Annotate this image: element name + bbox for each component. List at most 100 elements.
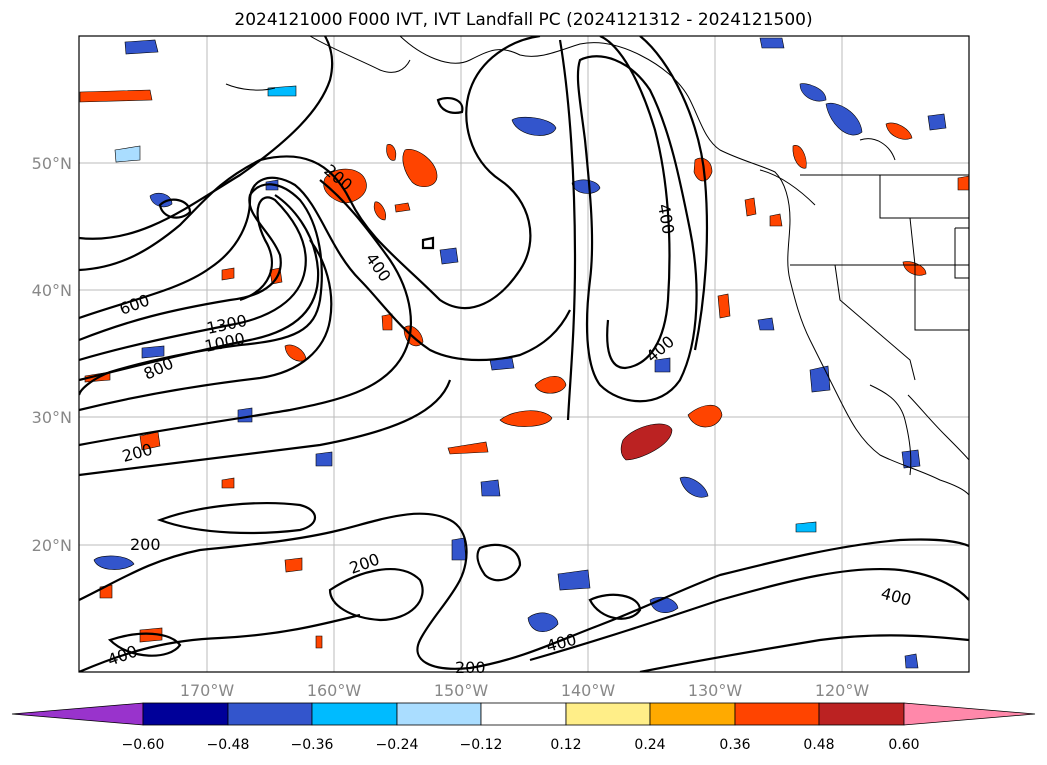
positive-patch	[402, 149, 438, 188]
coastline	[309, 36, 411, 73]
negative-patch	[480, 479, 501, 497]
coastline	[225, 83, 276, 91]
negative-patch	[795, 521, 817, 533]
colorbar-bin	[311, 702, 398, 726]
coastline	[399, 36, 969, 496]
contour-label: 200	[455, 658, 486, 677]
coastline	[869, 384, 912, 476]
state-borders	[790, 174, 969, 381]
coastline	[759, 169, 816, 206]
coastline	[907, 394, 969, 461]
positive-patch	[792, 145, 807, 169]
positive-patch	[769, 213, 783, 227]
lon-label-120w: 120°W	[815, 681, 870, 700]
contour-line	[79, 176, 571, 362]
contour-line	[79, 179, 412, 447]
contour-line	[79, 196, 307, 362]
positive-patch	[534, 376, 567, 394]
colorbar-tick: −0.24	[376, 737, 419, 753]
contour-line	[476, 543, 522, 582]
positive-patch	[885, 122, 913, 140]
contour-line	[79, 194, 320, 382]
contour-line	[79, 239, 333, 412]
colorbar-bin	[142, 702, 229, 726]
contour-line	[421, 236, 435, 250]
colorbar-over-arrow	[903, 702, 1036, 726]
contour-line	[588, 593, 642, 620]
positive-patch	[381, 313, 393, 331]
colorbar-bin	[818, 702, 905, 726]
positive-patch	[499, 410, 553, 427]
colorbar-bin	[734, 702, 820, 726]
lon-label-170w: 170°W	[180, 681, 235, 700]
negative-patch	[927, 113, 947, 131]
positive-patch	[315, 635, 323, 649]
colorbar-tick: −0.48	[207, 737, 250, 753]
contour-line	[156, 502, 317, 535]
contour-line	[79, 36, 541, 310]
negative-patch	[527, 612, 559, 632]
colorbar-under-arrow	[11, 702, 144, 726]
negative-patch	[809, 365, 831, 393]
positive-patch	[79, 89, 153, 103]
contour-line	[558, 39, 577, 421]
colorbar-tick: 0.24	[634, 737, 665, 753]
contour-line	[599, 36, 671, 370]
negative-patch	[451, 537, 467, 561]
contour-line	[79, 512, 969, 670]
contour-line	[639, 36, 709, 351]
negative-patch	[267, 85, 297, 97]
colorbar-bin	[396, 702, 482, 726]
contour-label: 200	[130, 535, 161, 554]
negative-patch	[315, 451, 333, 467]
positive-patch	[221, 267, 235, 281]
map-frame	[78, 35, 970, 673]
negative-patch	[825, 102, 863, 136]
positive-patch	[386, 144, 397, 161]
contour-line	[107, 632, 182, 657]
colorbar-tick: −0.60	[122, 737, 165, 753]
colorbar-bin	[227, 702, 313, 726]
colorbar-tick: −0.36	[291, 737, 334, 753]
colorbar-ticks: −0.60 −0.48 −0.36 −0.24 −0.12 0.12 0.24 …	[122, 737, 920, 753]
contour-line	[639, 634, 969, 672]
negative-patch	[571, 179, 601, 194]
negative-patch	[114, 145, 141, 163]
positive-patch	[744, 197, 757, 217]
negative-patch	[439, 247, 459, 265]
lon-label-140w: 140°W	[561, 681, 616, 700]
negative-patch	[557, 569, 591, 591]
negative-patch	[759, 37, 785, 49]
contour-line	[529, 567, 969, 662]
negative-patch	[237, 407, 253, 423]
positive-patch	[284, 557, 303, 573]
colorbar-tick: 0.60	[888, 737, 919, 753]
negative-patch	[93, 555, 135, 570]
positive-patch	[717, 293, 731, 319]
colorbar-tick: 0.12	[550, 737, 581, 753]
contour-line	[576, 55, 698, 403]
colorbar	[11, 702, 1036, 726]
negative-patch	[757, 317, 775, 331]
lon-label-160w: 160°W	[307, 681, 362, 700]
negative-patch	[124, 39, 159, 55]
positive-patch	[447, 441, 489, 455]
coastlines	[225, 36, 969, 496]
map-title: 2024121000 F000 IVT, IVT Landfall PC (20…	[234, 10, 813, 30]
positive-patch	[373, 201, 386, 221]
colorbar-tick: 0.36	[719, 737, 750, 753]
lon-label-130w: 130°W	[688, 681, 743, 700]
negative-patch	[679, 476, 709, 498]
contour-line	[436, 96, 464, 114]
positive-patch	[139, 627, 163, 643]
colorbar-bin	[649, 702, 736, 726]
negative-patch	[654, 357, 671, 373]
positive-patch	[221, 477, 235, 489]
contour-line	[79, 379, 452, 477]
coastline	[859, 138, 896, 161]
lat-label-30n: 30°N	[32, 408, 72, 427]
negative-patch	[511, 116, 557, 136]
contour-line	[158, 198, 192, 219]
lat-label-20n: 20°N	[32, 536, 72, 555]
